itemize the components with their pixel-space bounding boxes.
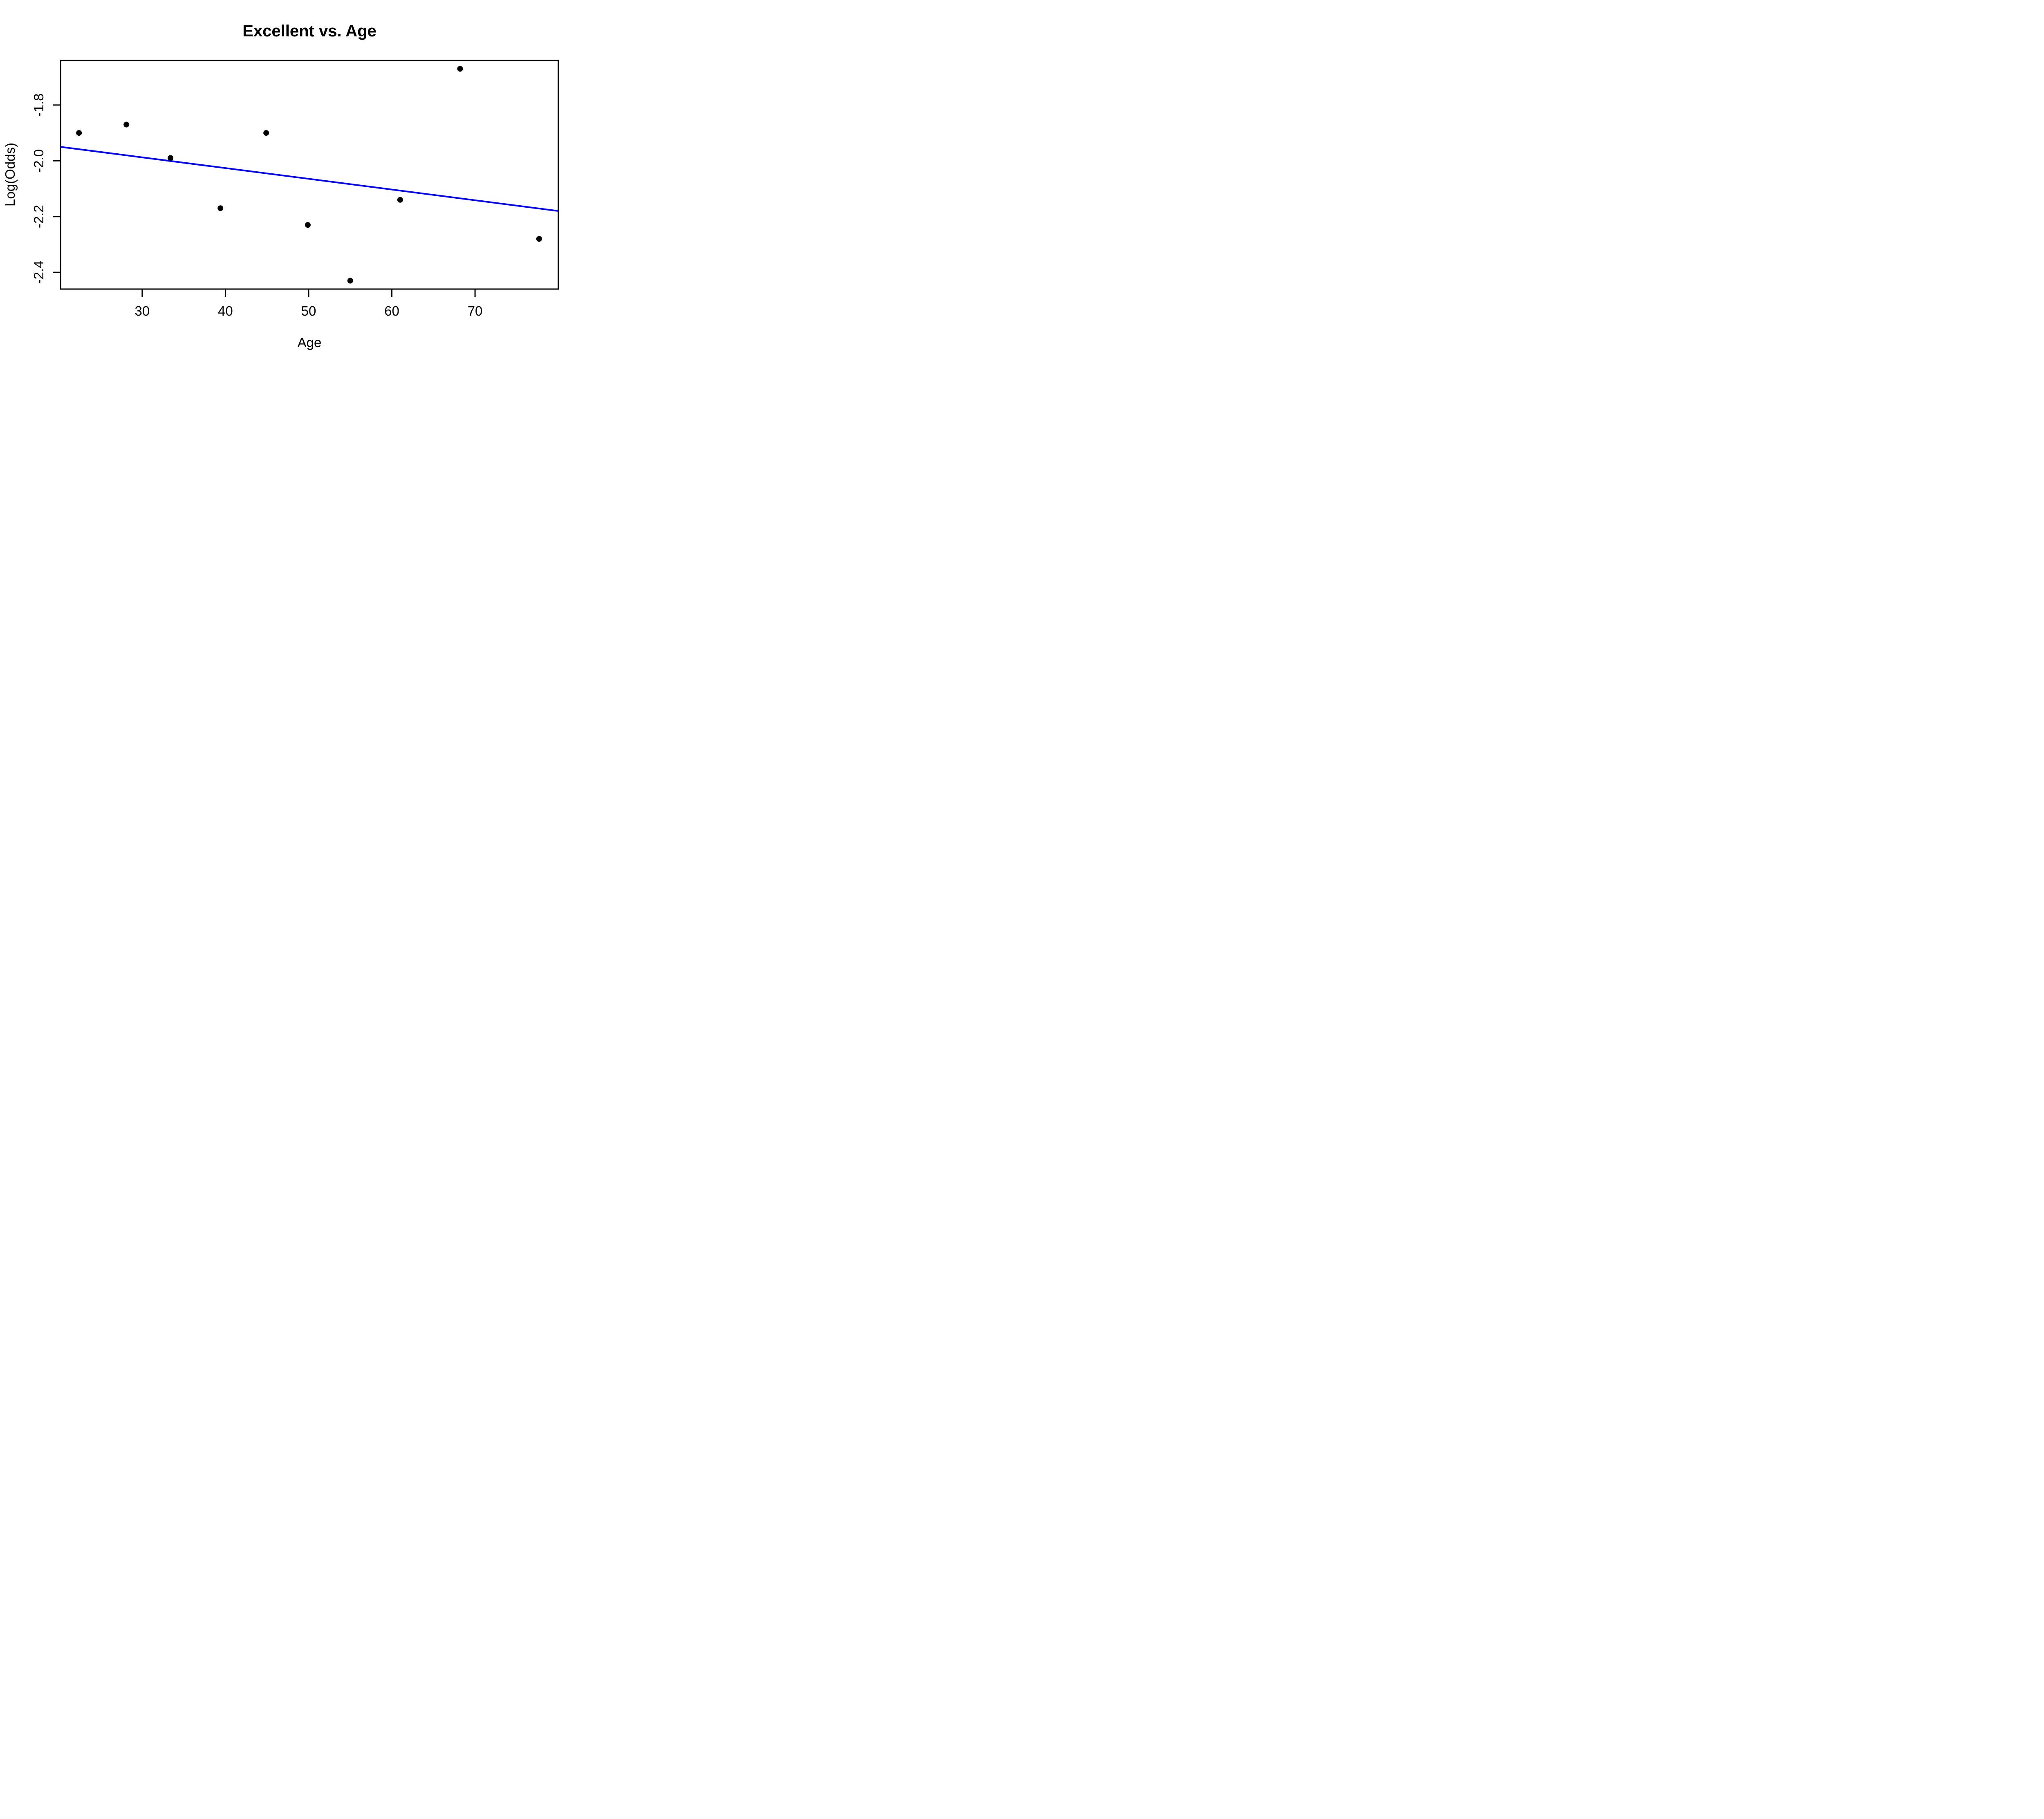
data-point bbox=[263, 130, 269, 136]
data-point bbox=[76, 130, 82, 136]
x-tick-label: 50 bbox=[301, 303, 316, 318]
data-point bbox=[397, 197, 403, 203]
x-tick-label: 40 bbox=[218, 303, 233, 318]
scatter-plot: Excellent vs. Age 30 40 50 60 70 -1.8 -2.0 -2.… bbox=[2, 22, 559, 350]
y-tick-label: -2.0 bbox=[31, 149, 46, 173]
data-point bbox=[305, 222, 311, 228]
data-point bbox=[347, 278, 353, 284]
y-axis-label: Log(Odds) bbox=[2, 143, 18, 206]
data-points bbox=[76, 66, 542, 284]
y-tick-label: -2.2 bbox=[31, 205, 46, 228]
data-point bbox=[536, 236, 542, 242]
data-point bbox=[123, 121, 130, 128]
data-point bbox=[217, 205, 224, 211]
chart-title: Excellent vs. Age bbox=[242, 22, 377, 40]
data-point bbox=[168, 155, 174, 161]
data-point bbox=[457, 66, 463, 72]
x-tick-label: 60 bbox=[384, 303, 399, 318]
regression-line bbox=[61, 146, 558, 212]
y-axis-ticks: -1.8 -2.0 -2.2 -2.4 bbox=[31, 93, 61, 284]
x-tick-label: 70 bbox=[468, 303, 483, 318]
x-axis-label: Age bbox=[298, 335, 322, 350]
regression-line-group bbox=[61, 146, 558, 212]
y-tick-label: -1.8 bbox=[31, 93, 46, 117]
x-axis-ticks: 30 40 50 60 70 bbox=[135, 289, 483, 318]
y-tick-label: -2.4 bbox=[31, 261, 46, 284]
x-tick-label: 30 bbox=[135, 303, 150, 318]
plot-box bbox=[60, 60, 559, 290]
chart: Excellent vs. Age 30 40 50 60 70 -1.8 -2.0 -2.… bbox=[0, 0, 589, 364]
